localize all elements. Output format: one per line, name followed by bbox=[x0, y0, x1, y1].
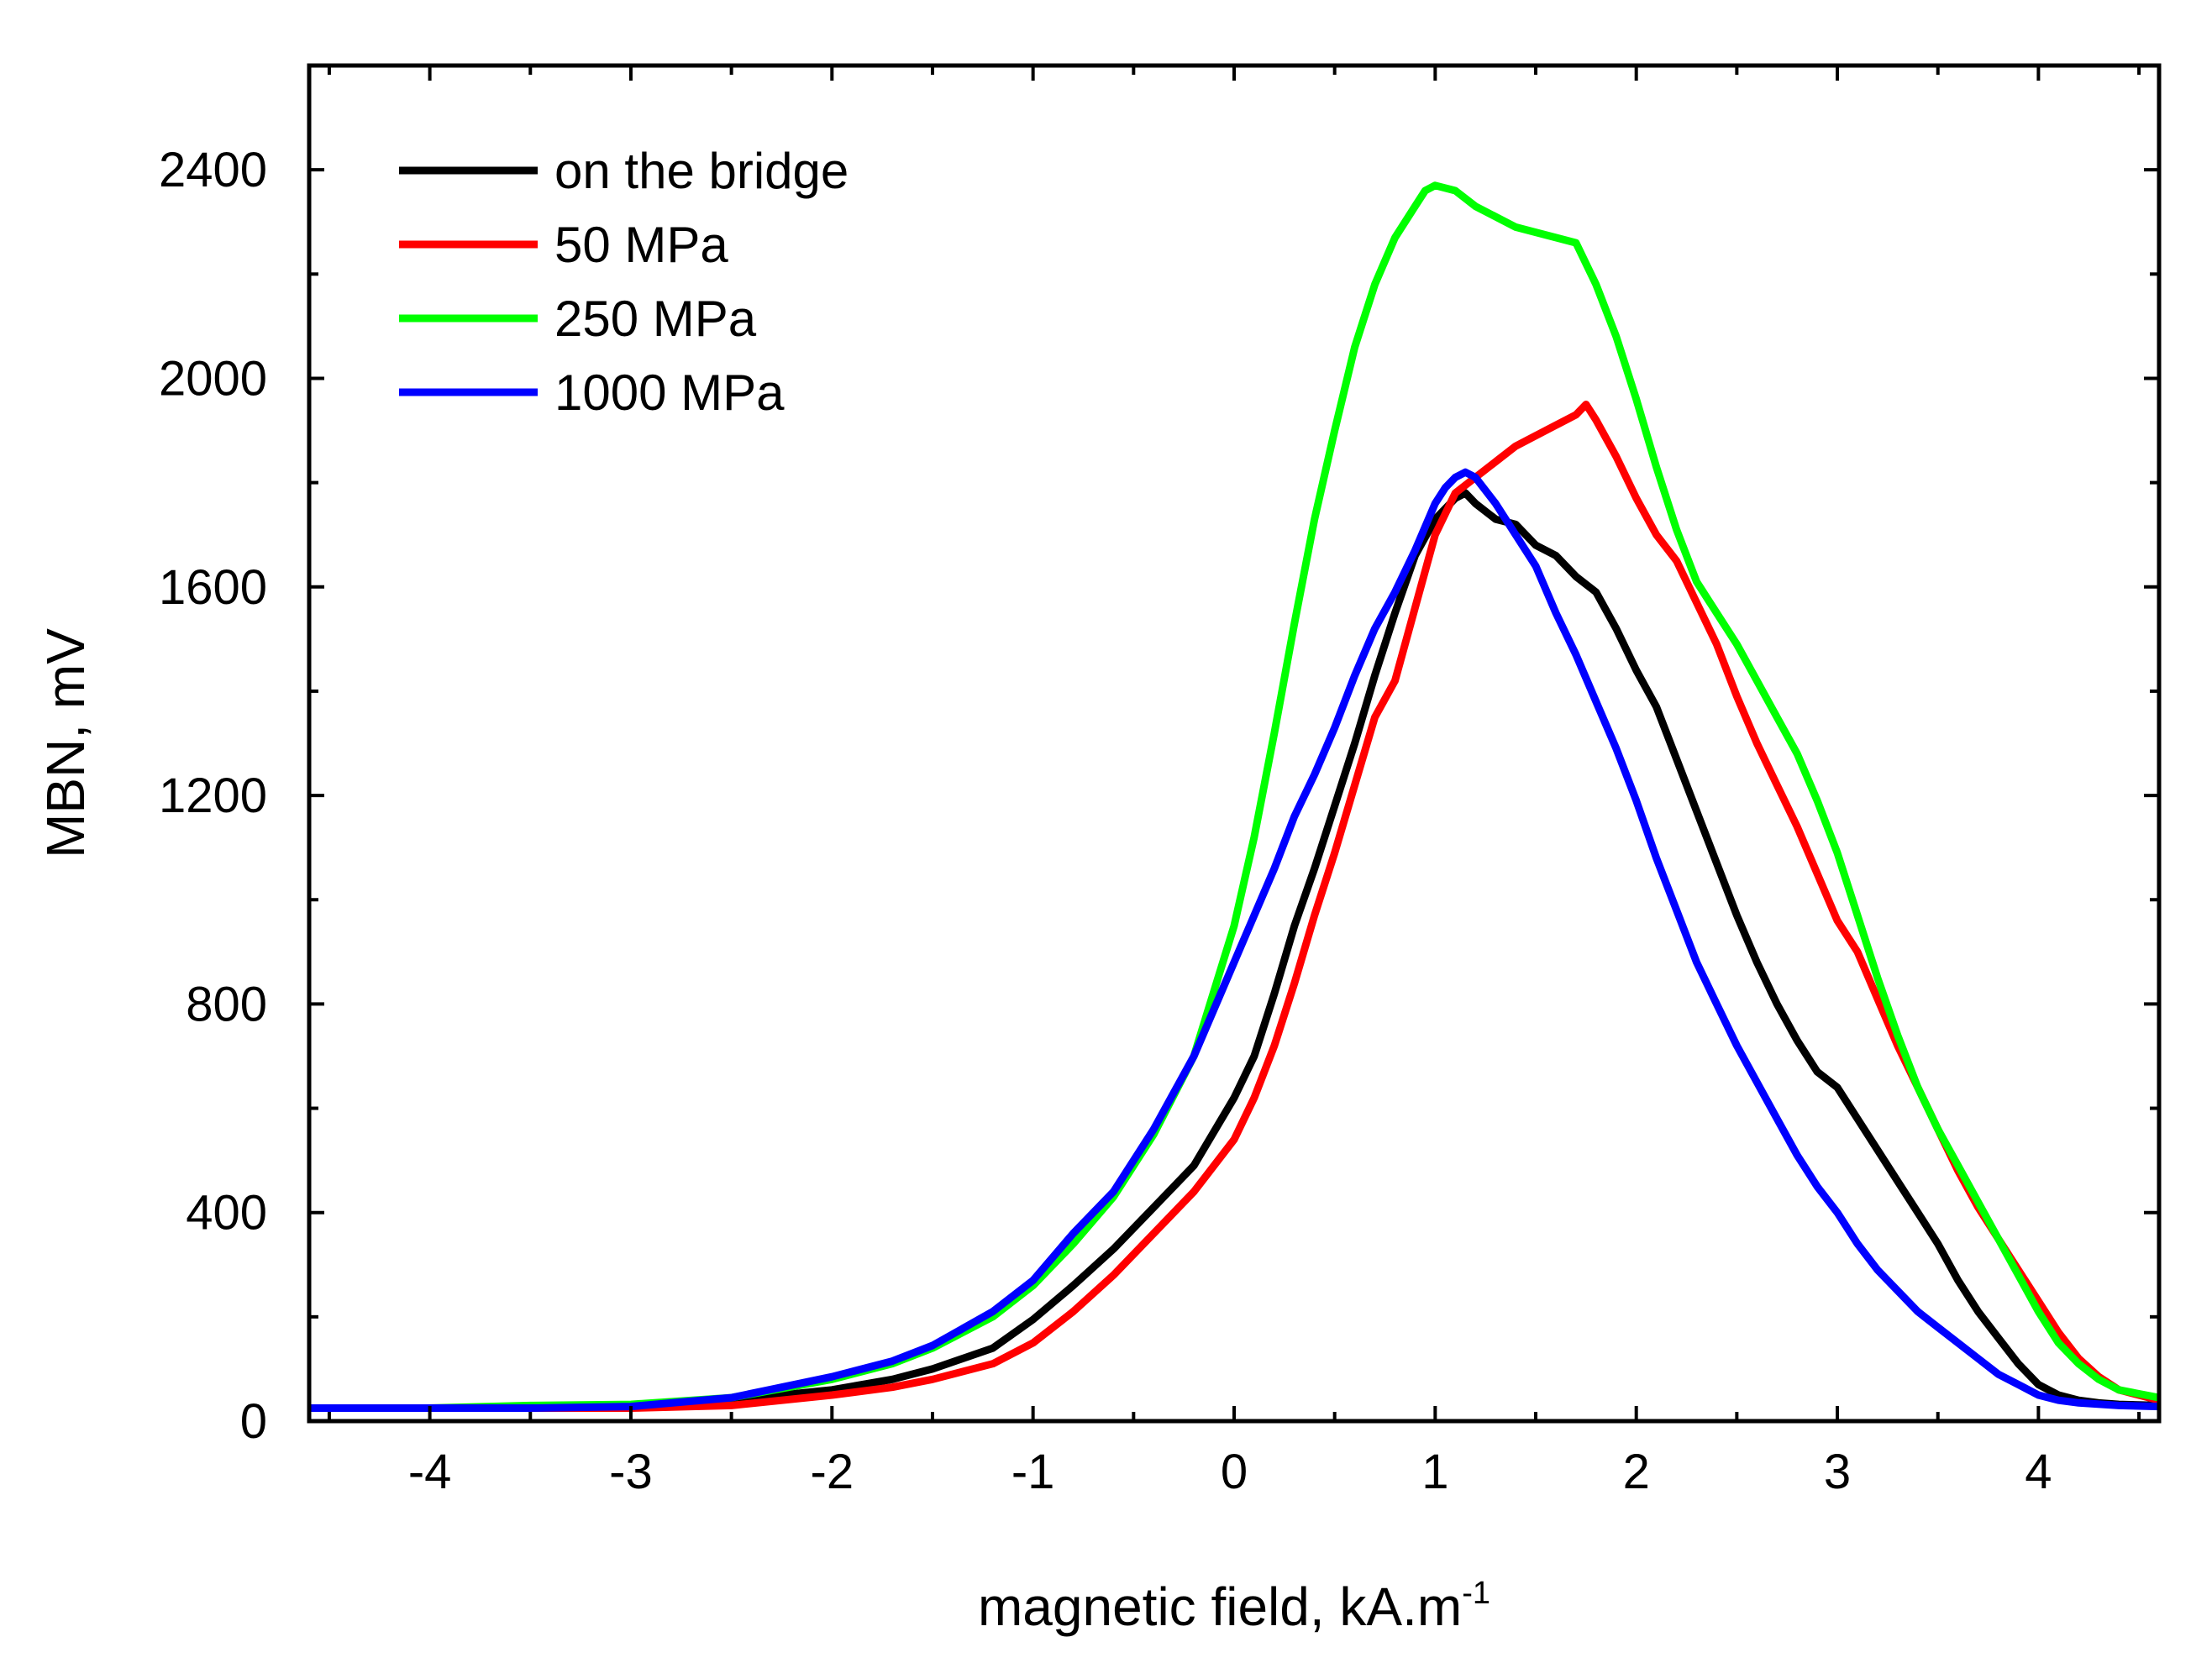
x-tick-label: -1 bbox=[1011, 1445, 1055, 1499]
x-tick-label: -4 bbox=[408, 1445, 452, 1499]
series-line-4 bbox=[309, 468, 2159, 1412]
x-tick-label: 1 bbox=[1421, 1445, 1448, 1499]
x-tick-label: 2 bbox=[1623, 1445, 1650, 1499]
legend-label-2: 50 MPa bbox=[554, 217, 728, 273]
y-axis-label: MBN, mV bbox=[35, 628, 96, 858]
x-axis-label: magnetic field, kA.m-1 bbox=[978, 1576, 1490, 1637]
x-tick-label: -3 bbox=[609, 1445, 653, 1499]
x-tick-label: 4 bbox=[2025, 1445, 2052, 1499]
x-tick-label: -2 bbox=[811, 1445, 854, 1499]
x-tick-label: 3 bbox=[1824, 1445, 1851, 1499]
y-tick-label: 2000 bbox=[159, 351, 267, 406]
y-tick-label: 1200 bbox=[159, 769, 267, 823]
tick-labels: -4 -3 -2 -1 0 1 2 3 4 0 400 800 1200 1600 2000 2400 bbox=[159, 143, 2052, 1499]
y-tick-label: 0 bbox=[240, 1394, 267, 1449]
y-tick-label: 800 bbox=[186, 977, 267, 1031]
y-tick-label: 1600 bbox=[159, 560, 267, 615]
legend-label-4: 1000 MPa bbox=[554, 365, 785, 421]
legend: on the bridge 50 MPa 250 MPa 1000 MPa bbox=[399, 143, 849, 421]
y-tick-label: 2400 bbox=[159, 143, 267, 197]
series-line-1 bbox=[309, 489, 2159, 1412]
y-tick-label: 400 bbox=[186, 1186, 267, 1241]
ticks-layer bbox=[309, 64, 2159, 1423]
series-line-2 bbox=[309, 401, 2159, 1412]
legend-label-3: 250 MPa bbox=[554, 291, 757, 347]
x-axis-label-superscript: -1 bbox=[1462, 1576, 1490, 1611]
legend-label-1: on the bridge bbox=[554, 143, 849, 199]
series-line-3 bbox=[309, 181, 2159, 1412]
x-tick-label: 0 bbox=[1221, 1445, 1248, 1499]
series-layer bbox=[309, 181, 2159, 1412]
